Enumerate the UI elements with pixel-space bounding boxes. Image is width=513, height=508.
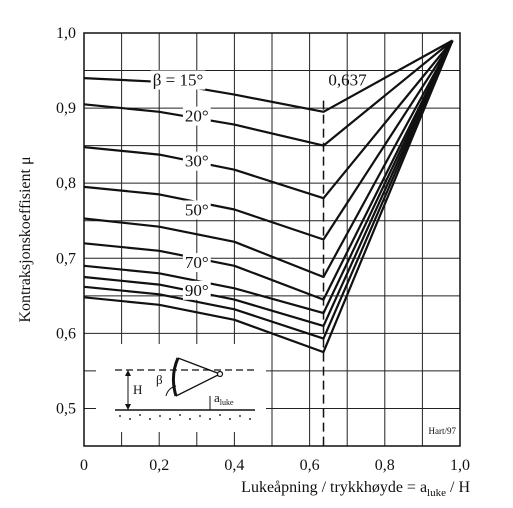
series-label-backdrop	[182, 280, 211, 300]
series-line-3	[83, 39, 454, 241]
gate-inset-diagram: H β aluke	[96, 344, 266, 432]
x-tick-label: 0,8	[375, 457, 395, 474]
series-line-4	[83, 39, 454, 279]
y-tick-label: 0,6	[56, 325, 76, 342]
series-label-0: β = 15°	[153, 71, 204, 90]
series-label-backdrop	[182, 200, 211, 220]
gate-pivot	[216, 370, 224, 378]
series-label-9: 90°	[185, 281, 209, 300]
series-label-5: 50°	[185, 200, 209, 219]
y-tick-label: 0,9	[56, 100, 76, 117]
series-line-5	[83, 40, 454, 301]
x-axis-label-tail: / H	[446, 479, 470, 496]
inset-background	[96, 344, 266, 432]
series-line-0	[83, 39, 454, 113]
gate-leaf	[171, 357, 180, 397]
series-line-6	[83, 40, 454, 315]
series-label-7: 70°	[185, 253, 209, 272]
series-line-8	[83, 40, 454, 340]
x-axis-label-main: Lukeåpning / trykkhøyde = a	[241, 479, 427, 496]
series-label-backdrop	[150, 70, 206, 90]
series-line-2	[83, 39, 454, 200]
annotation-value: 0,637	[328, 71, 367, 90]
beta-arc	[165, 385, 177, 397]
y-tick-label: 1,0	[56, 25, 76, 42]
x-tick-label: 0	[80, 457, 88, 474]
x-axis-label-sub: luke	[427, 487, 446, 499]
y-tick-label: 0,5	[56, 400, 76, 417]
bed-hatching	[119, 414, 251, 420]
series-curves: β = 15° 20° 30° 50° 70° 90°	[83, 39, 454, 354]
x-tick-label: 0,2	[149, 457, 169, 474]
plot-frame	[83, 32, 461, 447]
gate-arm-upper	[177, 357, 221, 375]
series-line-7	[83, 40, 454, 327]
series-label-backdrop	[182, 253, 211, 273]
credit-label: Hart/97	[429, 426, 457, 436]
series-label-backdrop	[182, 106, 211, 126]
x-tick-label: 0,6	[300, 457, 320, 474]
series-label-1: 20°	[185, 107, 209, 126]
y-tick-label: 0,8	[56, 175, 76, 192]
y-tick-label: 0,7	[56, 250, 76, 267]
series-line-1	[83, 39, 454, 147]
series-label-backdrop	[182, 151, 211, 171]
x-axis-label: Lukeåpning / trykkhøyde = aluke / H	[241, 479, 470, 499]
inset-label-beta: β	[156, 372, 163, 387]
series-line-9	[83, 40, 454, 354]
inset-label-h: H	[133, 382, 142, 397]
series-label-3: 30°	[185, 152, 209, 171]
y-axis-label: Kontraksjonskoeffisient μ	[17, 156, 34, 322]
gate-arm-lower	[175, 373, 221, 397]
x-tick-label: 0,4	[224, 457, 244, 474]
inset-label-a: aluke	[214, 390, 234, 407]
tick-labels: 0 0,2 0,4 0,6 0,8 1,0 0,5 0,6 0,7 0,8 0,9 1,0	[56, 25, 470, 474]
x-tick-label: 1,0	[450, 457, 470, 474]
